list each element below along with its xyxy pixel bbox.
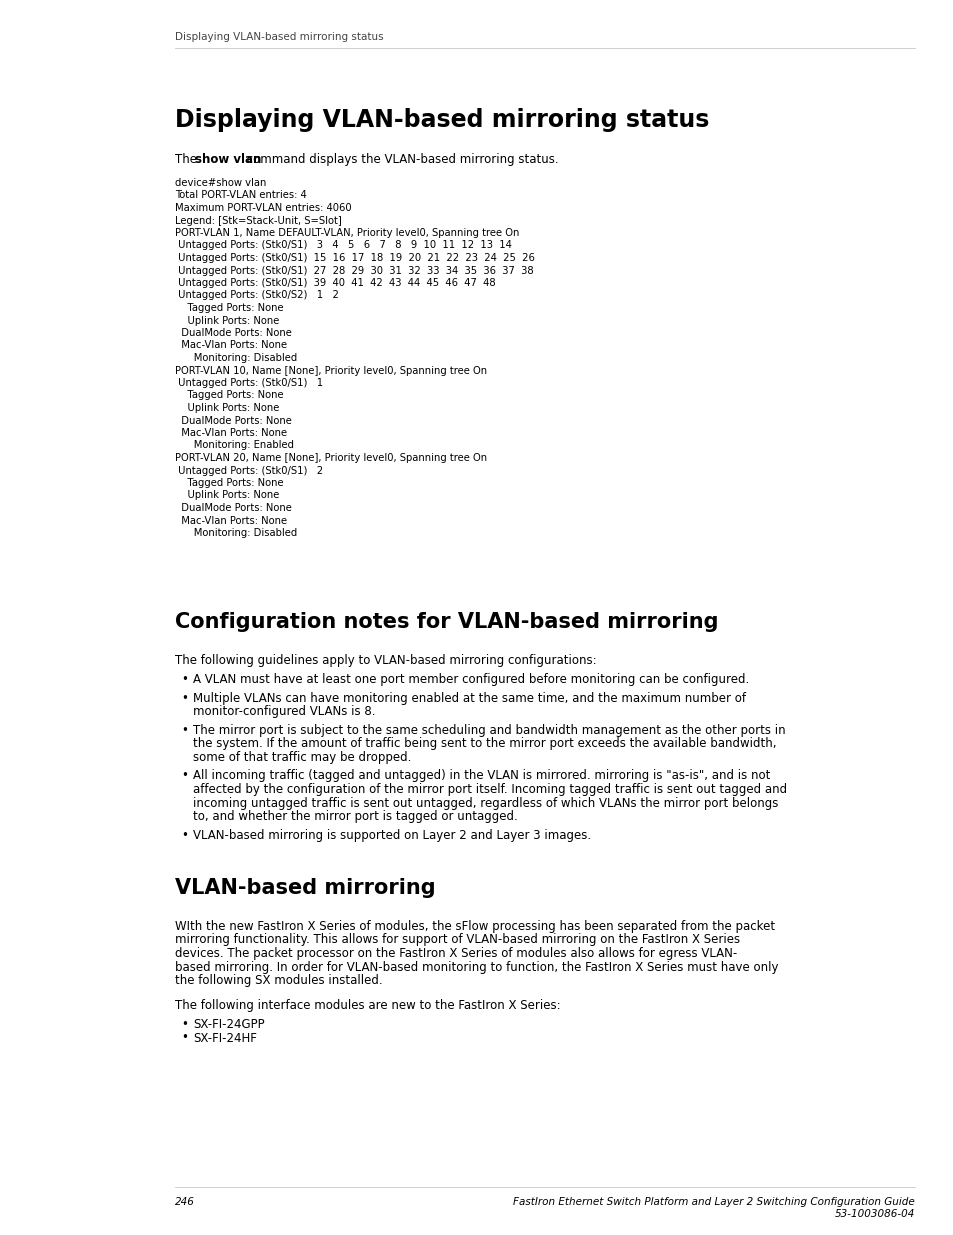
- Text: Displaying VLAN-based mirroring status: Displaying VLAN-based mirroring status: [174, 107, 709, 132]
- Text: •: •: [181, 724, 188, 737]
- Text: devices. The packet processor on the FastIron X Series of modules also allows fo: devices. The packet processor on the Fas…: [174, 947, 737, 960]
- Text: Legend: [Stk=Stack-Unit, S=Slot]: Legend: [Stk=Stack-Unit, S=Slot]: [174, 215, 341, 226]
- Text: Monitoring: Enabled: Monitoring: Enabled: [174, 441, 294, 451]
- Text: Total PORT-VLAN entries: 4: Total PORT-VLAN entries: 4: [174, 190, 307, 200]
- Text: •: •: [181, 1018, 188, 1031]
- Text: •: •: [181, 829, 188, 841]
- Text: Maximum PORT-VLAN entries: 4060: Maximum PORT-VLAN entries: 4060: [174, 203, 352, 212]
- Text: Untagged Ports: (Stk0/S1)   1: Untagged Ports: (Stk0/S1) 1: [174, 378, 323, 388]
- Text: FastIron Ethernet Switch Platform and Layer 2 Switching Configuration Guide: FastIron Ethernet Switch Platform and La…: [513, 1197, 914, 1207]
- Text: The following interface modules are new to the FastIron X Series:: The following interface modules are new …: [174, 999, 560, 1013]
- Text: Untagged Ports: (Stk0/S1)  27  28  29  30  31  32  33  34  35  36  37  38: Untagged Ports: (Stk0/S1) 27 28 29 30 31…: [174, 266, 533, 275]
- Text: Tagged Ports: None: Tagged Ports: None: [174, 303, 283, 312]
- Text: Uplink Ports: None: Uplink Ports: None: [174, 403, 279, 412]
- Text: PORT-VLAN 10, Name [None], Priority level0, Spanning tree On: PORT-VLAN 10, Name [None], Priority leve…: [174, 366, 487, 375]
- Text: VLAN-based mirroring is supported on Layer 2 and Layer 3 images.: VLAN-based mirroring is supported on Lay…: [193, 829, 591, 841]
- Text: All incoming traffic (tagged and untagged) in the VLAN is mirrored. mirroring is: All incoming traffic (tagged and untagge…: [193, 769, 770, 783]
- Text: DualMode Ports: None: DualMode Ports: None: [174, 415, 292, 426]
- Text: Monitoring: Disabled: Monitoring: Disabled: [174, 353, 297, 363]
- Text: Untagged Ports: (Stk0/S1)  15  16  17  18  19  20  21  22  23  24  25  26: Untagged Ports: (Stk0/S1) 15 16 17 18 19…: [174, 253, 535, 263]
- Text: Uplink Ports: None: Uplink Ports: None: [174, 315, 279, 326]
- Text: Untagged Ports: (Stk0/S1)  39  40  41  42  43  44  45  46  47  48: Untagged Ports: (Stk0/S1) 39 40 41 42 43…: [174, 278, 496, 288]
- Text: affected by the configuration of the mirror port itself. Incoming tagged traffic: affected by the configuration of the mir…: [193, 783, 786, 797]
- Text: VLAN-based mirroring: VLAN-based mirroring: [174, 878, 436, 898]
- Text: Tagged Ports: None: Tagged Ports: None: [174, 478, 283, 488]
- Text: Untagged Ports: (Stk0/S2)   1   2: Untagged Ports: (Stk0/S2) 1 2: [174, 290, 338, 300]
- Text: Uplink Ports: None: Uplink Ports: None: [174, 490, 279, 500]
- Text: DualMode Ports: None: DualMode Ports: None: [174, 503, 292, 513]
- Text: •: •: [181, 769, 188, 783]
- Text: Multiple VLANs can have monitoring enabled at the same time, and the maximum num: Multiple VLANs can have monitoring enabl…: [193, 692, 745, 705]
- Text: •: •: [181, 1031, 188, 1045]
- Text: device#show vlan: device#show vlan: [174, 178, 266, 188]
- Text: based mirroring. In order for VLAN-based monitoring to function, the FastIron X : based mirroring. In order for VLAN-based…: [174, 961, 778, 973]
- Text: the system. If the amount of traffic being sent to the mirror port exceeds the a: the system. If the amount of traffic bei…: [193, 737, 776, 751]
- Text: Monitoring: Disabled: Monitoring: Disabled: [174, 529, 297, 538]
- Text: monitor-configured VLANs is 8.: monitor-configured VLANs is 8.: [193, 705, 375, 719]
- Text: command displays the VLAN-based mirroring status.: command displays the VLAN-based mirrorin…: [243, 153, 558, 165]
- Text: Displaying VLAN-based mirroring status: Displaying VLAN-based mirroring status: [174, 32, 383, 42]
- Text: The: The: [174, 153, 200, 165]
- Text: Untagged Ports: (Stk0/S1)   3   4   5   6   7   8   9  10  11  12  13  14: Untagged Ports: (Stk0/S1) 3 4 5 6 7 8 9 …: [174, 241, 512, 251]
- Text: mirroring functionality. This allows for support of VLAN-based mirroring on the : mirroring functionality. This allows for…: [174, 934, 740, 946]
- Text: Tagged Ports: None: Tagged Ports: None: [174, 390, 283, 400]
- Text: •: •: [181, 673, 188, 687]
- Text: PORT-VLAN 20, Name [None], Priority level0, Spanning tree On: PORT-VLAN 20, Name [None], Priority leve…: [174, 453, 487, 463]
- Text: DualMode Ports: None: DualMode Ports: None: [174, 329, 292, 338]
- Text: the following SX modules installed.: the following SX modules installed.: [174, 974, 382, 987]
- Text: Mac-Vlan Ports: None: Mac-Vlan Ports: None: [174, 515, 287, 526]
- Text: incoming untagged traffic is sent out untagged, regardless of which VLANs the mi: incoming untagged traffic is sent out un…: [193, 797, 778, 809]
- Text: Mac-Vlan Ports: None: Mac-Vlan Ports: None: [174, 341, 287, 351]
- Text: to, and whether the mirror port is tagged or untagged.: to, and whether the mirror port is tagge…: [193, 810, 517, 823]
- Text: Configuration notes for VLAN-based mirroring: Configuration notes for VLAN-based mirro…: [174, 613, 718, 632]
- Text: show vlan: show vlan: [194, 153, 261, 165]
- Text: PORT-VLAN 1, Name DEFAULT-VLAN, Priority level0, Spanning tree On: PORT-VLAN 1, Name DEFAULT-VLAN, Priority…: [174, 228, 518, 238]
- Text: 246: 246: [174, 1197, 194, 1207]
- Text: SX-FI-24HF: SX-FI-24HF: [193, 1031, 256, 1045]
- Text: Mac-Vlan Ports: None: Mac-Vlan Ports: None: [174, 429, 287, 438]
- Text: •: •: [181, 692, 188, 705]
- Text: 53-1003086-04: 53-1003086-04: [834, 1209, 914, 1219]
- Text: The following guidelines apply to VLAN-based mirroring configurations:: The following guidelines apply to VLAN-b…: [174, 655, 596, 667]
- Text: A VLAN must have at least one port member configured before monitoring can be co: A VLAN must have at least one port membe…: [193, 673, 748, 687]
- Text: Untagged Ports: (Stk0/S1)   2: Untagged Ports: (Stk0/S1) 2: [174, 466, 323, 475]
- Text: WIth the new FastIron X Series of modules, the sFlow processing has been separat: WIth the new FastIron X Series of module…: [174, 920, 774, 932]
- Text: some of that traffic may be dropped.: some of that traffic may be dropped.: [193, 751, 411, 764]
- Text: The mirror port is subject to the same scheduling and bandwidth management as th: The mirror port is subject to the same s…: [193, 724, 785, 737]
- Text: SX-FI-24GPP: SX-FI-24GPP: [193, 1018, 264, 1031]
